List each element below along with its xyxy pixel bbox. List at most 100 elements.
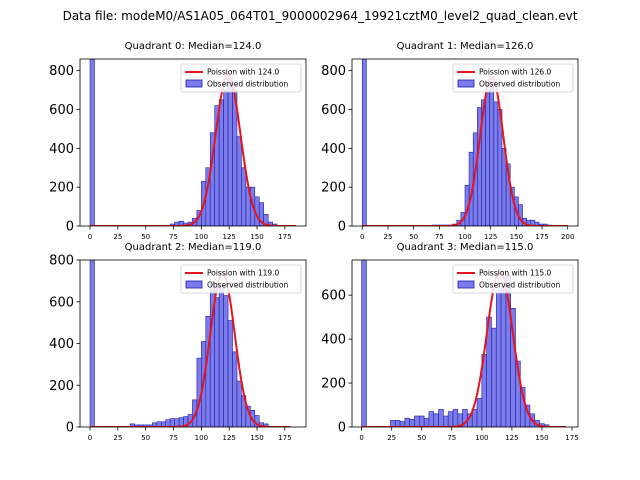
x-tick-label: 150 xyxy=(250,434,263,442)
y-tick-label: 400 xyxy=(49,337,74,352)
legend-box xyxy=(452,63,574,93)
x-tick-label: 175 xyxy=(535,233,548,241)
histogram-bar xyxy=(89,260,95,427)
histogram-bar xyxy=(218,284,224,427)
x-tick-label: 175 xyxy=(565,434,578,442)
y-tick-label: 400 xyxy=(321,142,346,157)
histogram-bar xyxy=(452,409,459,427)
poisson-curve xyxy=(361,269,566,427)
histogram-bar xyxy=(438,409,444,427)
figure-title: Data file: modeM0/AS1A05_064T01_90000029… xyxy=(63,9,578,23)
histogram-bar xyxy=(361,260,367,427)
legend-box xyxy=(452,264,574,294)
x-tick-label: 175 xyxy=(278,434,291,442)
x-tick-label: 125 xyxy=(222,434,235,442)
legend: Poission with 126.0 Observed distribution xyxy=(452,63,574,93)
x-tick-label: 50 xyxy=(417,434,426,442)
histogram-bar xyxy=(428,411,435,427)
histogram-bar xyxy=(500,286,507,427)
legend-label-hist: Observed distribution xyxy=(207,80,288,89)
histogram-bar xyxy=(218,99,224,226)
histogram-bar xyxy=(489,78,495,226)
legend-label-curve: Poission with 115.0 xyxy=(479,269,552,278)
histogram-bar xyxy=(361,59,367,226)
histogram-bar xyxy=(493,101,499,226)
y-tick-label: 600 xyxy=(321,289,346,304)
histogram-bar xyxy=(236,136,242,226)
histogram-bar xyxy=(223,89,229,226)
y-tick-label: 600 xyxy=(49,295,74,310)
x-tick-label: 150 xyxy=(535,434,548,442)
legend-label-hist: Observed distribution xyxy=(479,80,560,89)
poisson-curve xyxy=(90,73,296,226)
x-tick-label: 0 xyxy=(88,233,92,241)
axes-frame xyxy=(79,58,307,227)
histogram-bar xyxy=(174,418,180,427)
y-tick-label: 0 xyxy=(338,421,346,436)
chart-panel-2: Quadrant 2: Median=119.0 0 200 400 600 800 0 25… xyxy=(49,242,307,442)
x-tick-label: 0 xyxy=(359,434,363,442)
y-tick-label: 200 xyxy=(321,181,346,196)
y-tick-label: 0 xyxy=(66,220,74,235)
histogram-bar xyxy=(169,418,175,427)
chart-panel-3: Quadrant 3: Median=115.0 0 200 400 600 0 25 50 7… xyxy=(321,242,579,442)
x-tick-label: 25 xyxy=(387,434,396,442)
x-tick-label: 100 xyxy=(458,233,471,241)
y-tick-label: 800 xyxy=(49,254,74,269)
x-tick-label: 150 xyxy=(510,233,523,241)
y-tick-label: 400 xyxy=(321,333,346,348)
x-tick-label: 125 xyxy=(505,434,518,442)
legend: Poission with 124.0 Observed distribution xyxy=(180,63,302,93)
panel-title: Quadrant 1: Median=126.0 xyxy=(397,41,534,52)
x-tick-label: 0 xyxy=(88,434,92,442)
x-tick-label: 125 xyxy=(484,233,497,241)
x-tick-label: 25 xyxy=(113,233,122,241)
histogram-bar xyxy=(414,415,420,427)
y-tick-label: 200 xyxy=(321,377,346,392)
y-tick-label: 0 xyxy=(338,220,346,235)
histogram-bar xyxy=(236,380,242,427)
x-tick-label: 50 xyxy=(141,233,150,241)
x-tick-label: 50 xyxy=(141,434,150,442)
histogram-bar xyxy=(419,415,425,427)
panel-title: Quadrant 3: Median=115.0 xyxy=(397,242,534,253)
x-tick-label: 75 xyxy=(435,233,444,241)
histogram-bar xyxy=(495,290,502,427)
histogram-bar xyxy=(476,398,483,427)
legend-box xyxy=(180,63,302,93)
legend: Poission with 115.0 Observed distribution xyxy=(452,264,574,294)
legend-label-hist: Observed distribution xyxy=(207,281,288,290)
x-tick-label: 50 xyxy=(409,233,418,241)
x-tick-label: 100 xyxy=(195,434,208,442)
x-tick-label: 100 xyxy=(195,233,208,241)
x-tick-label: 75 xyxy=(447,434,456,442)
axes-frame xyxy=(351,259,579,428)
histogram-bar xyxy=(404,417,411,427)
legend-label-curve: Poission with 124.0 xyxy=(207,68,280,77)
histogram-bar xyxy=(223,295,229,427)
y-tick-label: 200 xyxy=(49,181,74,196)
y-tick-label: 200 xyxy=(49,379,74,394)
x-tick-label: 75 xyxy=(169,233,178,241)
x-tick-label: 200 xyxy=(561,233,574,241)
chart-panel-1: Quadrant 1: Median=126.0 0 200 400 600 800 0 25… xyxy=(321,41,579,241)
legend-label-curve: Poission with 126.0 xyxy=(479,68,552,77)
y-tick-label: 800 xyxy=(49,64,74,79)
chart-panel-0: Quadrant 0: Median=124.0 0 200 400 600 800 0 25… xyxy=(49,41,307,241)
legend-box xyxy=(180,264,302,294)
legend-label-curve: Poission with 119.0 xyxy=(207,269,280,278)
legend-bar-swatch xyxy=(457,79,475,88)
histogram-bar xyxy=(232,351,238,427)
histogram-bar xyxy=(485,89,490,226)
histogram-bar xyxy=(89,59,95,226)
histogram-bar xyxy=(227,78,233,226)
histogram-bar xyxy=(447,411,454,427)
x-tick-label: 0 xyxy=(360,233,364,241)
y-tick-label: 400 xyxy=(49,142,74,157)
histogram-bar xyxy=(433,413,439,427)
poisson-curve xyxy=(90,271,291,427)
x-tick-label: 75 xyxy=(169,434,178,442)
legend-bar-swatch xyxy=(457,280,475,289)
histogram xyxy=(361,59,552,226)
